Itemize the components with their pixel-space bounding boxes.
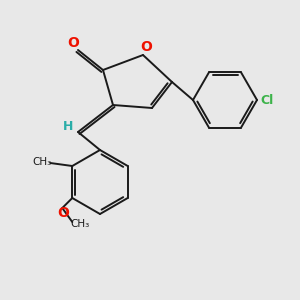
Text: Cl: Cl (260, 94, 274, 106)
Text: CH₃: CH₃ (33, 157, 52, 167)
Text: H: H (63, 121, 73, 134)
Text: O: O (57, 206, 69, 220)
Text: O: O (67, 36, 79, 50)
Text: CH₃: CH₃ (71, 219, 90, 229)
Text: O: O (140, 40, 152, 54)
